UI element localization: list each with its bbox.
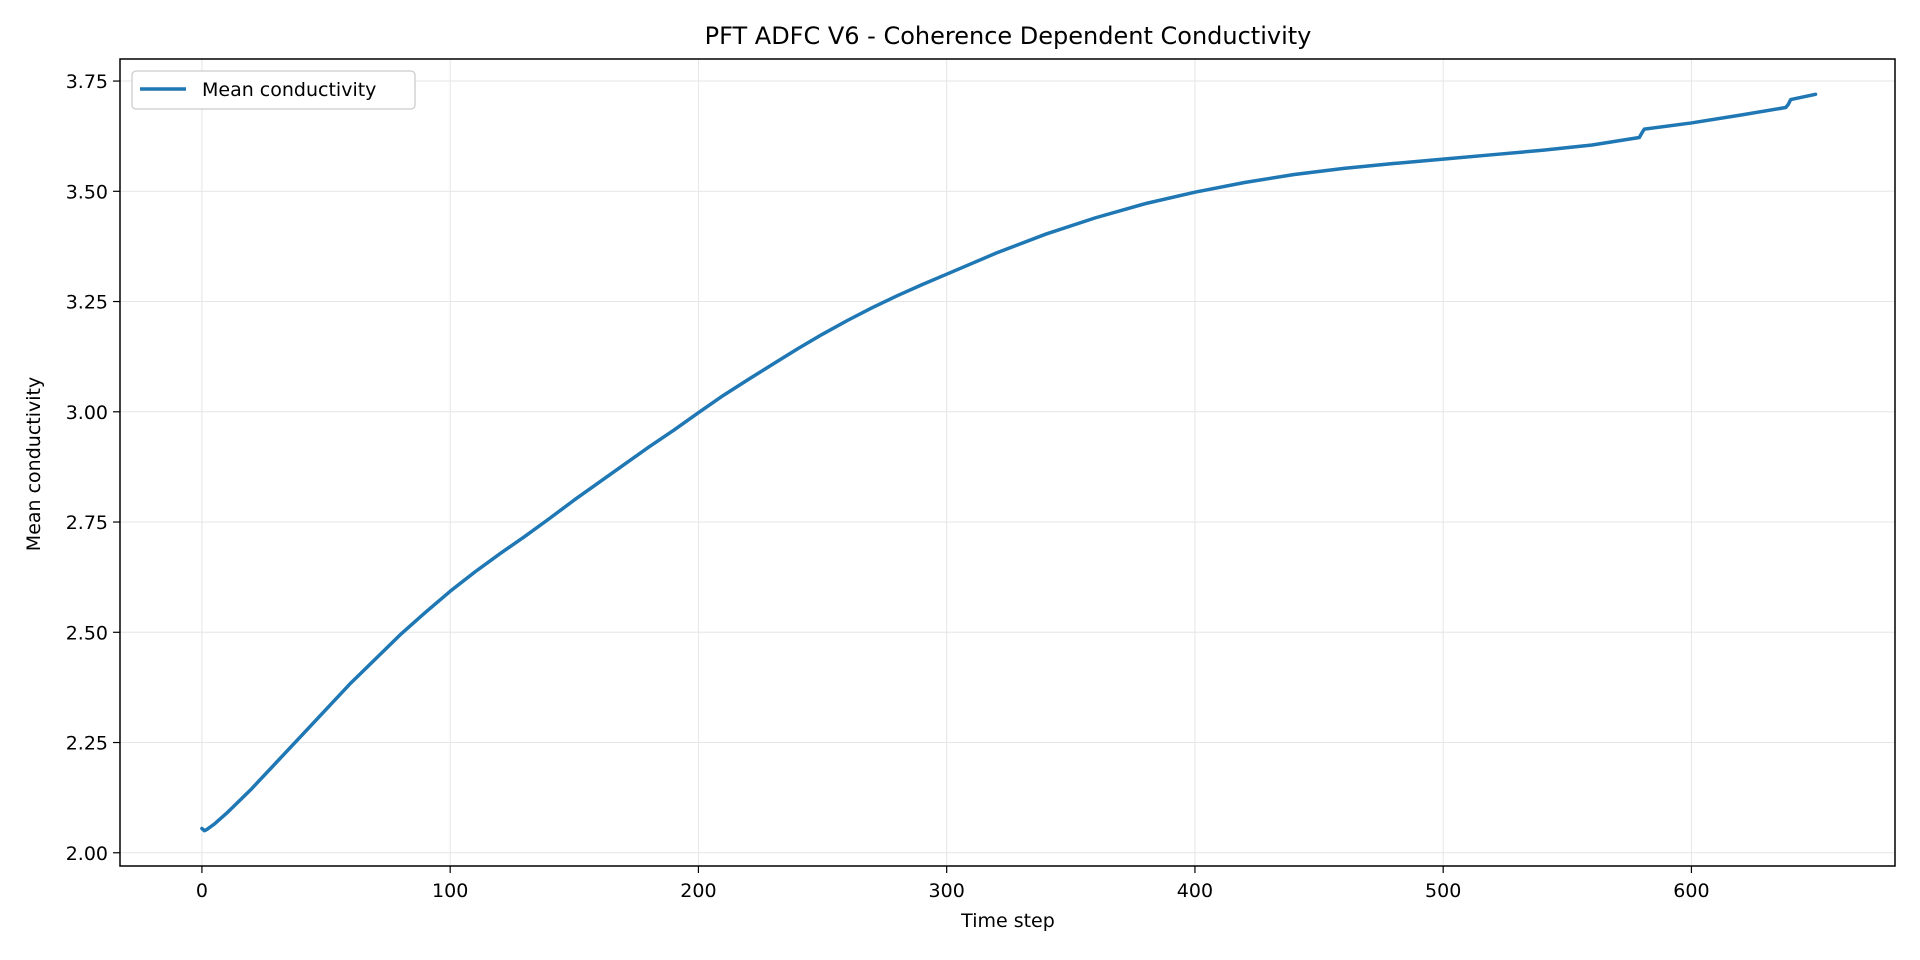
y-axis: 2.00 2.25 2.50 2.75 3.00 3.25 3.50 3.75 (66, 71, 120, 865)
chart-title: PFT ADFC V6 - Coherence Dependent Conduc… (705, 22, 1312, 50)
y-tick-label: 3.75 (66, 71, 108, 93)
x-axis-label: Time step (960, 910, 1055, 932)
y-tick-label: 2.75 (66, 512, 108, 534)
legend-box (131, 70, 416, 110)
legend-entry: Mean conductivity (202, 79, 376, 101)
x-tick-label: 400 (1177, 880, 1213, 902)
x-tick-label: 200 (680, 880, 716, 902)
y-tick-label: 2.00 (66, 843, 108, 865)
y-tick-label: 2.50 (66, 622, 108, 644)
x-tick-label: 300 (929, 880, 965, 902)
plot-frame (119, 58, 1896, 867)
series-layer (200, 92, 1818, 833)
x-axis: 0 100 200 300 400 500 600 (196, 866, 1710, 902)
x-tick-label: 100 (432, 880, 468, 902)
y-axis-label: Mean conductivity (23, 377, 45, 551)
y-tick-label: 3.25 (66, 292, 108, 314)
grid (120, 59, 1895, 866)
x-tick-label: 600 (1673, 880, 1709, 902)
legend: Mean conductivity (131, 70, 416, 110)
y-tick-label: 2.25 (66, 733, 108, 755)
y-tick-label: 3.50 (66, 181, 108, 203)
x-tick-label: 500 (1425, 880, 1461, 902)
y-tick-label: 3.00 (66, 402, 108, 424)
x-tick-label: 0 (196, 880, 208, 902)
series-line (200, 92, 1818, 833)
